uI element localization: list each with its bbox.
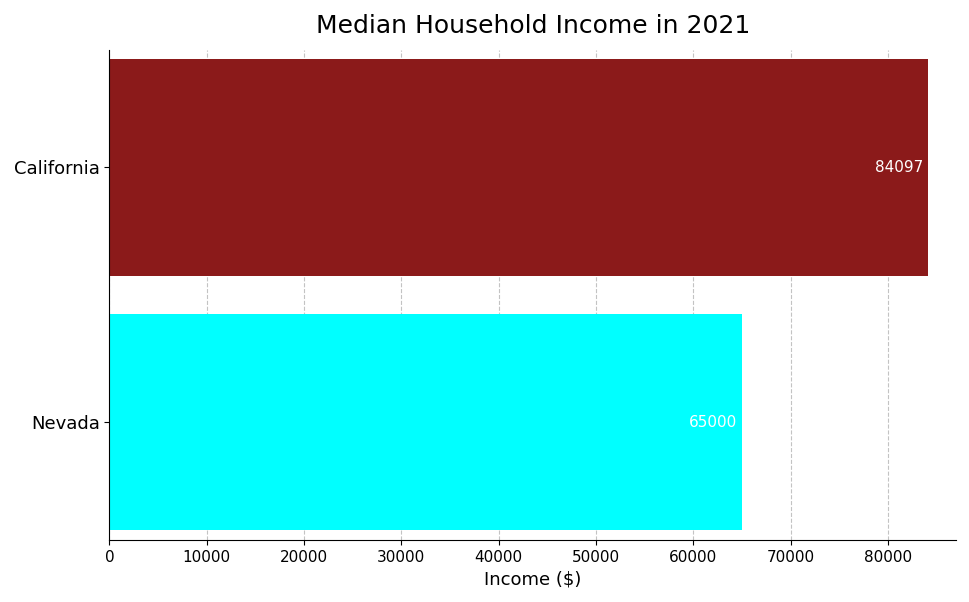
Text: 65000: 65000 — [688, 415, 736, 430]
Text: 84097: 84097 — [874, 160, 922, 175]
Bar — [109, 59, 927, 276]
Bar — [109, 314, 741, 530]
Title: Median Household Income in 2021: Median Household Income in 2021 — [315, 14, 749, 38]
X-axis label: Income ($): Income ($) — [484, 570, 580, 588]
